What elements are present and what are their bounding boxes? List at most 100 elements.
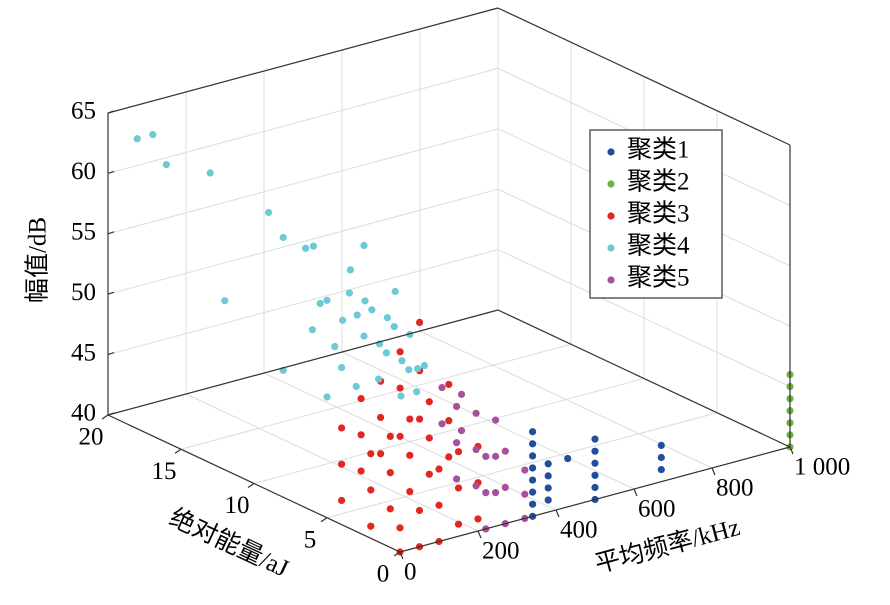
point xyxy=(406,451,414,459)
point xyxy=(346,266,354,274)
point xyxy=(425,398,433,406)
point xyxy=(492,452,500,460)
point xyxy=(472,445,480,454)
point xyxy=(345,289,353,297)
z-tick-label: 55 xyxy=(71,219,96,246)
point xyxy=(657,441,665,450)
tick-mark xyxy=(320,517,328,523)
point xyxy=(457,427,466,435)
point xyxy=(206,169,214,177)
legend-label: 聚类2 xyxy=(627,168,690,196)
tick-mark xyxy=(107,291,115,295)
point xyxy=(591,447,599,455)
x-tick-label: 400 xyxy=(560,517,598,544)
points xyxy=(133,130,794,556)
axis-line xyxy=(497,309,791,448)
point xyxy=(457,390,466,398)
point xyxy=(396,384,404,392)
axis-line xyxy=(497,7,791,146)
point xyxy=(383,314,391,322)
point xyxy=(357,431,365,439)
point xyxy=(390,323,398,331)
point xyxy=(302,244,310,252)
y-tick-label: 0 xyxy=(377,561,390,588)
point xyxy=(591,483,599,492)
point xyxy=(416,415,424,423)
y-tick-label: 20 xyxy=(79,424,104,451)
point xyxy=(529,476,537,484)
point xyxy=(353,311,361,319)
tick-mark xyxy=(477,530,482,539)
point xyxy=(415,506,424,515)
point xyxy=(308,326,316,334)
z-tick-label: 60 xyxy=(71,158,96,185)
point xyxy=(529,452,537,460)
point xyxy=(445,417,453,425)
point xyxy=(398,357,406,365)
z-tick-label: 45 xyxy=(71,339,96,366)
axis-line xyxy=(399,446,791,553)
tick-mark xyxy=(107,170,115,174)
legend-marker xyxy=(607,180,615,188)
grid-line xyxy=(253,378,645,484)
legend-marker xyxy=(607,148,615,156)
z-tick-label: 50 xyxy=(71,279,96,306)
point xyxy=(529,464,537,472)
x-tick-label: 200 xyxy=(482,538,520,565)
point xyxy=(360,241,368,250)
tick-mark xyxy=(711,467,716,476)
legend-marker xyxy=(607,212,615,220)
point xyxy=(453,439,461,447)
point xyxy=(396,524,404,532)
grid-line xyxy=(107,188,499,295)
point xyxy=(360,332,368,340)
grid-line xyxy=(497,249,791,388)
legend-label: 聚类3 xyxy=(627,200,690,228)
point xyxy=(435,465,443,473)
point xyxy=(406,487,414,496)
point xyxy=(420,361,428,370)
tick-mark xyxy=(555,509,560,518)
legend-label: 聚类5 xyxy=(627,264,690,292)
point xyxy=(386,505,394,513)
x-tick-label: 600 xyxy=(638,496,676,523)
point xyxy=(339,316,347,324)
grid-line xyxy=(107,249,499,356)
point xyxy=(544,460,552,468)
point xyxy=(309,242,317,250)
tick-mark xyxy=(393,551,401,557)
axis-line xyxy=(107,309,499,416)
point xyxy=(357,394,365,403)
tick-mark xyxy=(633,488,638,497)
point xyxy=(529,440,537,448)
point xyxy=(438,420,446,428)
tick-mark xyxy=(107,352,115,356)
grid-line xyxy=(107,67,499,174)
point xyxy=(391,287,399,296)
point xyxy=(454,448,463,456)
point xyxy=(221,297,229,305)
y-tick-label: 15 xyxy=(152,458,177,485)
grid-line xyxy=(107,128,499,235)
x-axis-title: 平均频率/kHz xyxy=(592,513,743,579)
point xyxy=(162,160,170,169)
point xyxy=(413,388,421,396)
point xyxy=(454,520,463,528)
point xyxy=(438,383,446,392)
x-tick-label: 1 000 xyxy=(794,454,850,481)
point xyxy=(544,472,552,480)
point xyxy=(657,453,665,462)
tick-mark xyxy=(247,483,255,488)
y-tick-label: 10 xyxy=(225,492,250,519)
point xyxy=(338,424,346,432)
tick-mark xyxy=(107,110,115,114)
point xyxy=(564,454,572,463)
point xyxy=(357,467,365,475)
point xyxy=(492,416,500,424)
point xyxy=(414,365,422,373)
point xyxy=(367,450,375,458)
z-tick-label: 65 xyxy=(71,98,96,125)
grid-line xyxy=(180,343,572,450)
point xyxy=(397,392,405,400)
